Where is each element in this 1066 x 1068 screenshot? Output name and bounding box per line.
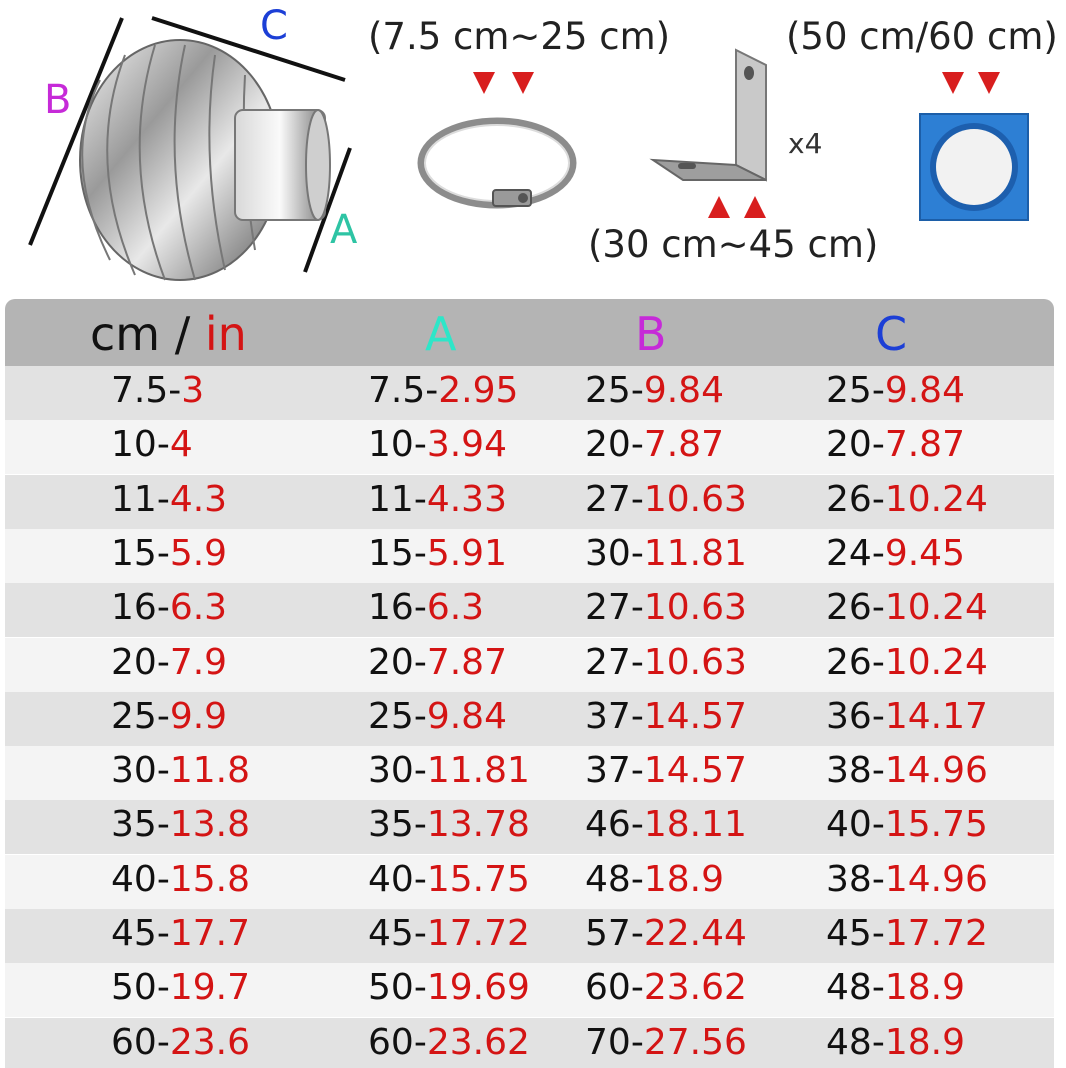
l-bracket-image xyxy=(649,48,767,182)
column-header-b: B xyxy=(635,307,667,361)
down-arrow-icon xyxy=(473,72,495,94)
dimension-c-cell: 48-18.9 xyxy=(826,1021,965,1063)
dimension-a-cell: 16-6.3 xyxy=(368,587,485,629)
dimension-b-cell: 25-9.84 xyxy=(585,370,724,411)
dimension-b-cell: 27-10.63 xyxy=(585,641,747,683)
dimension-c-cell: 36-14.17 xyxy=(826,695,988,737)
dimension-c-cell: 26-10.24 xyxy=(826,587,988,629)
dimension-a-cell: 10-3.94 xyxy=(368,424,507,466)
size-cell: 50-19.7 xyxy=(111,967,250,1009)
table-row: 25-9.9 25-9.84 37-14.57 36-14.17 xyxy=(5,691,1054,746)
down-arrow-icon xyxy=(942,72,964,94)
size-cell: 35-13.8 xyxy=(111,804,250,846)
dimension-a-cell: 40-15.75 xyxy=(368,858,530,900)
table-row: 60-23.6 60-23.62 70-27.56 48-18.9 xyxy=(5,1017,1054,1068)
dimension-c-cell: 24-9.45 xyxy=(826,532,965,574)
chimney-cap-image xyxy=(28,16,352,281)
dimension-a-cell: 30-11.81 xyxy=(368,750,530,792)
dimension-a-cell: 15-5.91 xyxy=(368,532,507,574)
plate-range-label: (50 cm/60 cm) xyxy=(786,15,1058,58)
dimension-a-cell: 35-13.78 xyxy=(368,804,530,846)
dimension-b-cell: 57-22.44 xyxy=(585,913,747,954)
dimension-a-cell: 25-9.84 xyxy=(368,695,507,737)
dimension-b-cell: 30-11.81 xyxy=(585,532,747,574)
table-row: 16-6.3 16-6.3 27-10.63 26-10.24 xyxy=(5,583,1054,638)
dimension-a-cell: 50-19.69 xyxy=(368,967,530,1009)
dimension-a-cell: 7.5-2.95 xyxy=(368,370,519,411)
up-arrow-icon xyxy=(708,196,730,218)
size-cell: 60-23.6 xyxy=(111,1021,250,1063)
column-header-a: A xyxy=(425,307,457,361)
dimension-a-cell: 45-17.72 xyxy=(368,913,530,954)
dimension-b-cell: 20-7.87 xyxy=(585,424,724,466)
dimension-c-cell: 48-18.9 xyxy=(826,967,965,1009)
table-row: 40-15.8 40-15.75 48-18.9 38-14.96 xyxy=(5,854,1054,909)
hose-clamp-image xyxy=(417,117,577,209)
dimension-b-cell: 37-14.57 xyxy=(585,750,747,792)
size-cell: 16-6.3 xyxy=(111,587,228,629)
dimension-c-cell: 45-17.72 xyxy=(826,913,988,954)
dimension-b-cell: 70-27.56 xyxy=(585,1021,747,1063)
dimension-c-cell: 26-10.24 xyxy=(826,478,988,520)
product-illustration: B C A (7.5 cm~25 cm) x4 (30 cm~45 cm) (5… xyxy=(0,0,1066,295)
up-arrow-icon xyxy=(744,196,766,218)
dimension-b-cell: 46-18.11 xyxy=(585,804,747,846)
dimension-b-cell: 37-14.57 xyxy=(585,695,747,737)
dimension-c-cell: 20-7.87 xyxy=(826,424,965,466)
table-row: 30-11.8 30-11.81 37-14.57 38-14.96 xyxy=(5,746,1054,801)
table-header: cm / in A B C xyxy=(5,299,1054,366)
dimension-c-cell: 40-15.75 xyxy=(826,804,988,846)
column-header-c: C xyxy=(875,307,908,361)
size-cell: 15-5.9 xyxy=(111,532,228,574)
dimension-b-cell: 48-18.9 xyxy=(585,858,724,900)
table-row: 10-4 10-3.94 20-7.87 20-7.87 xyxy=(5,420,1054,475)
size-cell: 10-4 xyxy=(111,424,193,466)
dimension-c-cell: 26-10.24 xyxy=(826,641,988,683)
bracket-quantity: x4 xyxy=(788,127,823,160)
clamp-range-label: (7.5 cm~25 cm) xyxy=(368,15,671,58)
size-cell: 45-17.7 xyxy=(111,913,250,954)
dimension-label-c: C xyxy=(260,3,288,49)
dimension-c-cell: 38-14.96 xyxy=(826,858,988,900)
dimension-b-cell: 27-10.63 xyxy=(585,587,747,629)
table-row: 7.5-3 7.5-2.95 25-9.84 25-9.84 xyxy=(5,366,1054,420)
size-cell: 30-11.8 xyxy=(111,750,250,792)
table-row: 35-13.8 35-13.78 46-18.11 40-15.75 xyxy=(5,800,1054,855)
size-cell: 25-9.9 xyxy=(111,695,228,737)
unit-header: cm / in xyxy=(90,307,247,361)
dimension-a-cell: 20-7.87 xyxy=(368,641,507,683)
size-cell: 11-4.3 xyxy=(111,478,228,520)
table-row: 50-19.7 50-19.69 60-23.62 48-18.9 xyxy=(5,963,1054,1018)
down-arrow-icon xyxy=(978,72,1000,94)
bracket-range-label: (30 cm~45 cm) xyxy=(588,223,879,266)
dimension-c-cell: 38-14.96 xyxy=(826,750,988,792)
size-table: cm / in A B C 7.5-3 7.5-2.95 25-9.84 25-9.8… xyxy=(5,299,1054,1068)
roof-plate-image xyxy=(919,113,1029,221)
table-row: 20-7.9 20-7.87 27-10.63 26-10.24 xyxy=(5,637,1054,692)
dimension-a-cell: 60-23.62 xyxy=(368,1021,530,1063)
down-arrow-icon xyxy=(512,72,534,94)
dimension-b-cell: 27-10.63 xyxy=(585,478,747,520)
size-cell: 20-7.9 xyxy=(111,641,228,683)
dimension-a-cell: 11-4.33 xyxy=(368,478,507,520)
size-cell: 40-15.8 xyxy=(111,858,250,900)
table-row: 11-4.3 11-4.33 27-10.63 26-10.24 xyxy=(5,474,1054,529)
dimension-b-cell: 60-23.62 xyxy=(585,967,747,1009)
table-row: 45-17.7 45-17.72 57-22.44 45-17.72 xyxy=(5,909,1054,963)
dimension-label-a: A xyxy=(330,207,358,253)
dimension-c-cell: 25-9.84 xyxy=(826,370,965,411)
size-cell: 7.5-3 xyxy=(111,370,205,411)
dimension-label-b: B xyxy=(44,77,72,123)
table-row: 15-5.9 15-5.91 30-11.81 24-9.45 xyxy=(5,528,1054,583)
